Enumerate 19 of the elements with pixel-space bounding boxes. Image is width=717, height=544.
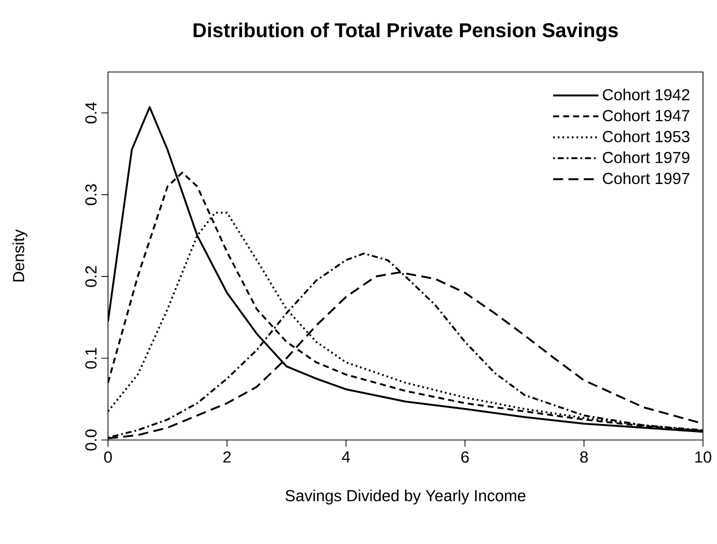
y-tick-label: 0.0 xyxy=(85,429,97,450)
legend-label: Cohort 1947 xyxy=(602,110,690,122)
x-tick-label: 4 xyxy=(342,451,350,462)
y-tick-label: 0.3 xyxy=(85,184,97,206)
y-tick-label: 0.2 xyxy=(85,266,97,287)
x-tick-label: 10 xyxy=(695,451,712,463)
y-tick-label: 0.4 xyxy=(85,102,97,124)
chart-title: Distribution of Total Private Pension Savings xyxy=(194,22,618,42)
x-tick-label: 8 xyxy=(580,451,588,463)
x-axis-title: Savings Divided by Yearly Income xyxy=(286,490,526,504)
legend-label: Cohort 1953 xyxy=(602,130,690,142)
legend-label: Cohort 1979 xyxy=(602,151,690,164)
y-axis-title: Density xyxy=(12,229,28,282)
y-tick-label: 0.1 xyxy=(85,348,97,369)
x-tick-label: 0 xyxy=(104,451,112,463)
legend-label: Cohort 1997 xyxy=(602,172,690,184)
x-tick-label: 2 xyxy=(223,451,231,463)
legend-label: Cohort 1942 xyxy=(602,88,690,100)
x-tick-label: 6 xyxy=(461,451,469,463)
